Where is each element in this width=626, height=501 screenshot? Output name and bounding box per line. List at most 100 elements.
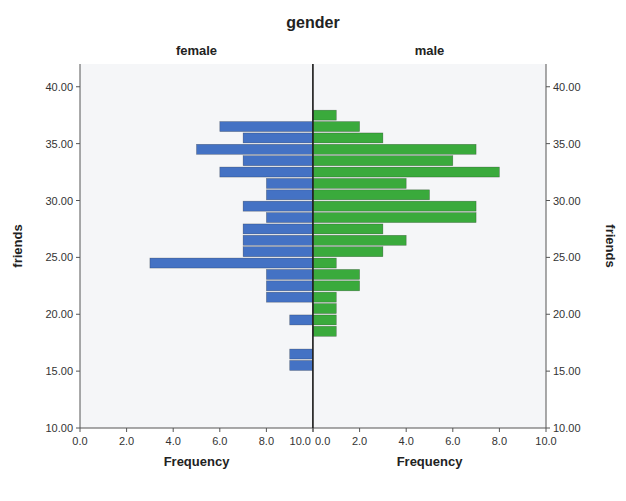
chart: gender10.08.06.04.02.00.010.0015.0020.00… <box>0 0 626 501</box>
bars <box>313 110 499 336</box>
x-tick <box>313 428 314 432</box>
y-tick-label: 40.00 <box>553 81 581 93</box>
y-tick-label: 15.00 <box>553 365 581 377</box>
bar <box>220 122 313 132</box>
bar <box>266 190 313 200</box>
y-axis-line <box>80 64 81 428</box>
bar <box>266 213 313 223</box>
bar <box>266 269 313 279</box>
x-tick-label: 6.0 <box>445 435 460 447</box>
bar <box>290 315 313 325</box>
bar <box>313 133 383 143</box>
x-tick <box>80 428 81 432</box>
bar <box>313 281 360 291</box>
bar <box>266 178 313 188</box>
x-tick-label: 6.0 <box>212 435 227 447</box>
bar <box>313 201 476 211</box>
y-tick <box>546 428 550 429</box>
y-tick-label: 30.00 <box>45 195 73 207</box>
bar <box>150 258 313 268</box>
bar <box>313 110 336 120</box>
y-tick <box>76 86 80 87</box>
x-tick-label: 2.0 <box>352 435 367 447</box>
x-tick-label: 8.0 <box>259 435 274 447</box>
bar <box>313 315 336 325</box>
x-tick <box>313 428 314 432</box>
bar <box>197 144 314 154</box>
x-tick-label: 2.0 <box>119 435 134 447</box>
bars <box>150 122 313 371</box>
y-tick <box>546 86 550 87</box>
bar <box>313 156 453 166</box>
bar <box>266 281 313 291</box>
plot-area <box>80 64 313 428</box>
x-axis-line <box>313 428 546 429</box>
x-tick-label: 8.0 <box>492 435 507 447</box>
y-tick <box>546 257 550 258</box>
x-tick-label: 10.0 <box>290 435 311 447</box>
center-line <box>312 64 314 428</box>
y-tick-label: 15.00 <box>45 365 73 377</box>
bar <box>313 292 336 302</box>
x-tick <box>126 428 127 432</box>
x-tick <box>266 428 267 432</box>
bar <box>313 178 406 188</box>
x-tick <box>219 428 220 432</box>
bar <box>313 235 406 245</box>
x-axis-line <box>80 428 313 429</box>
y-tick-label: 35.00 <box>45 138 73 150</box>
panel-title: female <box>176 43 217 58</box>
bar <box>313 304 336 314</box>
y-tick <box>546 200 550 201</box>
y-tick <box>76 200 80 201</box>
x-tick <box>359 428 360 432</box>
bar <box>313 224 383 234</box>
bar <box>313 144 476 154</box>
y-tick <box>546 143 550 144</box>
y-tick <box>76 143 80 144</box>
x-tick-label: 4.0 <box>399 435 414 447</box>
bar <box>313 167 499 177</box>
bar <box>243 133 313 143</box>
y-tick <box>76 428 80 429</box>
y-tick <box>76 314 80 315</box>
bar <box>220 167 313 177</box>
x-tick-label: 0.0 <box>72 435 87 447</box>
x-tick-label: 10.0 <box>535 435 556 447</box>
panel-title: male <box>415 43 445 58</box>
x-tick-label: 0.0 <box>315 435 330 447</box>
y-tick-label: 20.00 <box>45 308 73 320</box>
bar <box>313 269 360 279</box>
bar <box>290 349 313 359</box>
bar <box>313 213 476 223</box>
y-tick-label: 10.00 <box>553 422 581 434</box>
bar <box>243 235 313 245</box>
y-tick <box>546 314 550 315</box>
y-axis-label: friends <box>10 224 25 267</box>
x-axis-label: Frequency <box>397 454 464 469</box>
panel-right: 0.0 2.0 4.0 6.0 8.0 10.010.00 15.00 20.00 25.00 3… <box>313 43 618 469</box>
bar <box>243 247 313 257</box>
bar <box>290 360 313 370</box>
y-tick <box>546 371 550 372</box>
y-tick-label: 35.00 <box>553 138 581 150</box>
bar <box>313 122 360 132</box>
x-tick <box>546 428 547 432</box>
x-tick <box>406 428 407 432</box>
center-line <box>312 64 314 428</box>
page: {"chart_data": { "type": "histogram", "t… <box>0 0 626 501</box>
x-tick <box>499 428 500 432</box>
bar <box>243 156 313 166</box>
y-tick-label: 20.00 <box>553 308 581 320</box>
x-tick <box>173 428 174 432</box>
y-tick-label: 10.00 <box>45 422 73 434</box>
y-tick-label: 25.00 <box>553 251 581 263</box>
bar <box>266 292 313 302</box>
x-tick <box>452 428 453 432</box>
y-tick <box>76 257 80 258</box>
plot-area <box>313 64 546 428</box>
y-tick <box>76 371 80 372</box>
bar <box>313 258 336 268</box>
y-tick-label: 25.00 <box>45 251 73 263</box>
bar <box>313 247 383 257</box>
